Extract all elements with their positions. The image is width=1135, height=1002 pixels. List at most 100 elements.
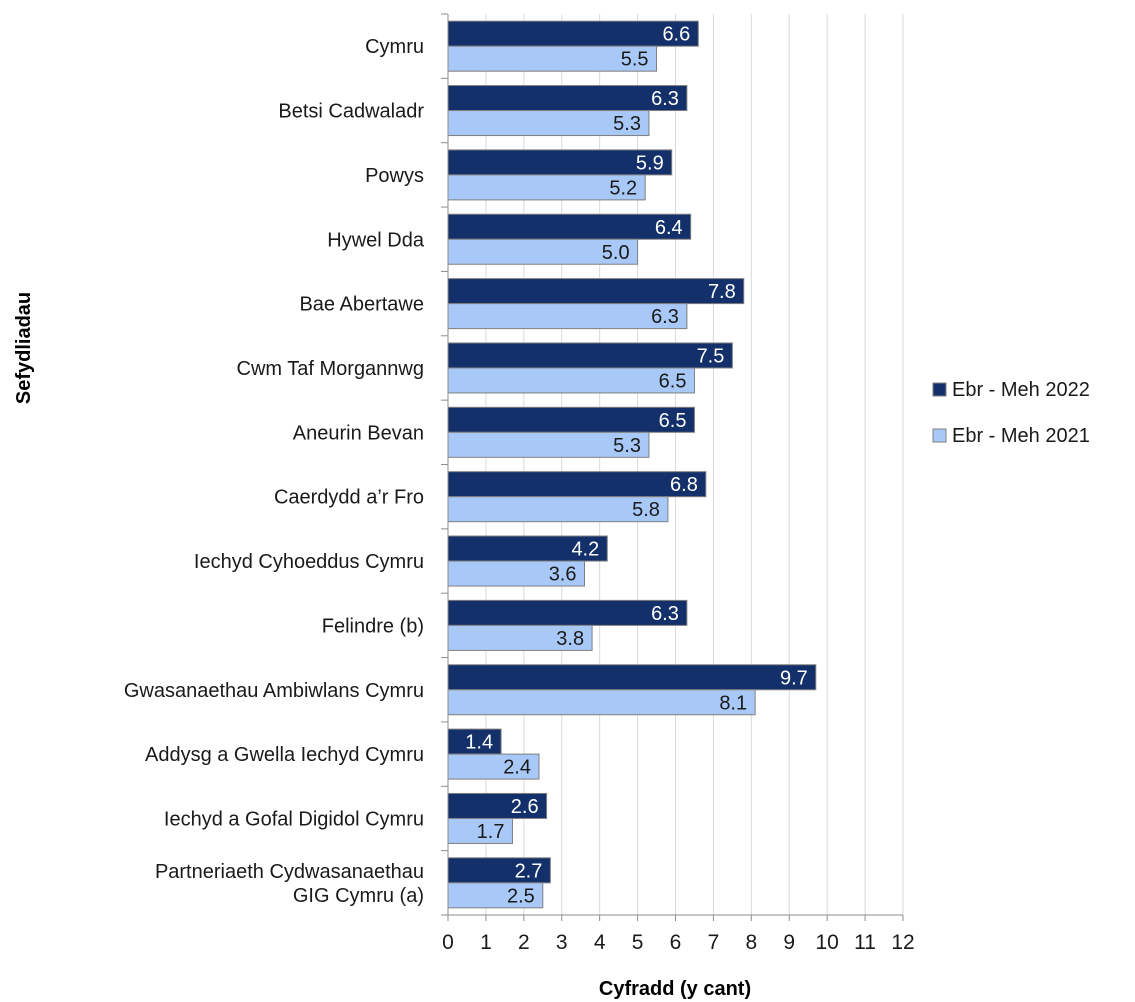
category-label: Hywel Dda (327, 229, 425, 251)
x-tick-label: 3 (556, 931, 568, 954)
legend-label: Ebr - Meh 2022 (952, 379, 1090, 401)
data-label: 5.3 (613, 113, 641, 135)
bar (447, 431, 650, 458)
bar (447, 535, 608, 562)
category-label: Felindre (b) (322, 615, 424, 637)
data-label: 6.5 (659, 410, 687, 432)
x-tick-label: 9 (783, 931, 795, 954)
bar (447, 560, 585, 587)
category-label-line: GIG Cymru (a) (293, 885, 424, 907)
gridlines (485, 14, 904, 915)
data-label: 7.5 (697, 345, 725, 367)
category-label: Aneurin Bevan (293, 422, 424, 444)
bar (447, 278, 745, 305)
bar (447, 471, 707, 498)
bar (447, 149, 673, 176)
bar (447, 689, 756, 716)
data-label: 2.7 (515, 860, 543, 882)
data-label: 6.6 (662, 24, 690, 46)
data-label: 1.7 (477, 821, 505, 843)
data-label: 2.4 (503, 757, 531, 779)
bar (447, 406, 695, 433)
bar (447, 110, 650, 137)
category-label-line: Betsi Cadwaladr (278, 101, 424, 123)
bar (447, 857, 551, 884)
data-label: 8.1 (719, 692, 747, 714)
data-label: 6.4 (655, 217, 683, 239)
category-label-line: Cwm Taf Morgannwg (237, 358, 424, 380)
category-label: Addysg a Gwella Iechyd Cymru (145, 744, 424, 766)
data-label: 6.3 (651, 88, 679, 110)
category-label-line: Iechyd a Gofal Digidol Cymru (164, 808, 424, 830)
category-label: Caerdydd a’r Fro (274, 487, 424, 509)
category-label: Gwasanaethau Ambiwlans Cymru (124, 680, 424, 702)
category-label: Cymru (365, 36, 424, 58)
legend-swatch (932, 382, 947, 397)
data-label: 6.3 (651, 306, 679, 328)
data-label: 4.2 (571, 539, 599, 561)
x-tick-label: 5 (632, 931, 644, 954)
category-label-line: Iechyd Cyhoeddus Cymru (194, 551, 424, 573)
x-tick-label: 0 (442, 931, 454, 954)
x-tick-label: 2 (518, 931, 530, 954)
category-label: Powys (365, 165, 424, 187)
category-labels: Cymru Betsi Cadwaladr Powys Hywel Dda Bae Ab… (124, 36, 425, 907)
category-label-line: Aneurin Bevan (293, 422, 424, 444)
category-label: Iechyd Cyhoeddus Cymru (194, 551, 424, 573)
x-tick-label: 10 (815, 931, 838, 954)
category-label-line: Cymru (365, 36, 424, 58)
bar (447, 85, 688, 112)
category-label: Partneriaeth Cydwasanaethau GIG Cymru (a) (155, 861, 424, 907)
bar (447, 174, 646, 201)
data-label: 3.8 (556, 628, 584, 650)
bar (447, 238, 639, 265)
category-label-line: Felindre (b) (322, 615, 424, 637)
data-label: 5.8 (632, 499, 660, 521)
category-label-line: Bae Abertawe (299, 294, 424, 316)
data-label: 6.5 (659, 370, 687, 392)
x-tick-label: 4 (594, 931, 606, 954)
data-label: 5.3 (613, 435, 641, 457)
category-label-line: Powys (365, 165, 424, 187)
category-label: Cwm Taf Morgannwg (237, 358, 424, 380)
data-label: 1.4 (465, 732, 493, 754)
bar (447, 303, 688, 330)
bar (447, 664, 817, 691)
category-label-line: Partneriaeth Cydwasanaethau (155, 861, 424, 883)
category-label-line: Hywel Dda (327, 229, 425, 251)
data-label: 9.7 (780, 667, 808, 689)
bar (447, 882, 544, 909)
data-label: 6.8 (670, 474, 698, 496)
x-tick-label: 8 (745, 931, 757, 954)
category-label: Iechyd a Gofal Digidol Cymru (164, 808, 424, 830)
legend-swatch (932, 428, 947, 443)
x-tick-label: 7 (708, 931, 720, 954)
x-tick-label: 6 (670, 931, 682, 954)
bar (447, 20, 699, 47)
bar (447, 342, 733, 369)
legend-label: Ebr - Meh 2021 (952, 425, 1090, 447)
bars: 6.6 6.3 5.9 6.4 7.8 7.5 6.5 6.8 4.2 6.3 9.7 1.4 2.6 2… (447, 20, 817, 909)
axes: 0 1 2 3 4 5 6 7 8 9 10 11 12 (441, 13, 915, 954)
category-label: Bae Abertawe (299, 294, 424, 316)
category-label-line: Gwasanaethau Ambiwlans Cymru (124, 680, 424, 702)
bar (447, 496, 669, 523)
data-label: 2.6 (511, 796, 539, 818)
x-tick-label: 1 (480, 931, 492, 954)
category-label: Betsi Cadwaladr (278, 101, 424, 123)
x-tick-label: 11 (854, 931, 876, 954)
data-label: 5.9 (636, 152, 664, 174)
data-label: 5.5 (621, 49, 649, 71)
category-label-line: Addysg a Gwella Iechyd Cymru (145, 744, 424, 766)
x-tick-label: 12 (891, 931, 914, 954)
bar (447, 817, 513, 844)
x-axis-title: Cyfradd (y cant) (599, 978, 751, 1000)
data-label: 5.2 (609, 177, 637, 199)
data-label: 3.6 (549, 564, 577, 586)
bar (447, 367, 695, 394)
data-label: 5.0 (602, 242, 630, 264)
bar (447, 624, 593, 651)
legend: Ebr - Meh 2022 Ebr - Meh 2021 (932, 379, 1090, 447)
data-label: 7.8 (708, 281, 736, 303)
